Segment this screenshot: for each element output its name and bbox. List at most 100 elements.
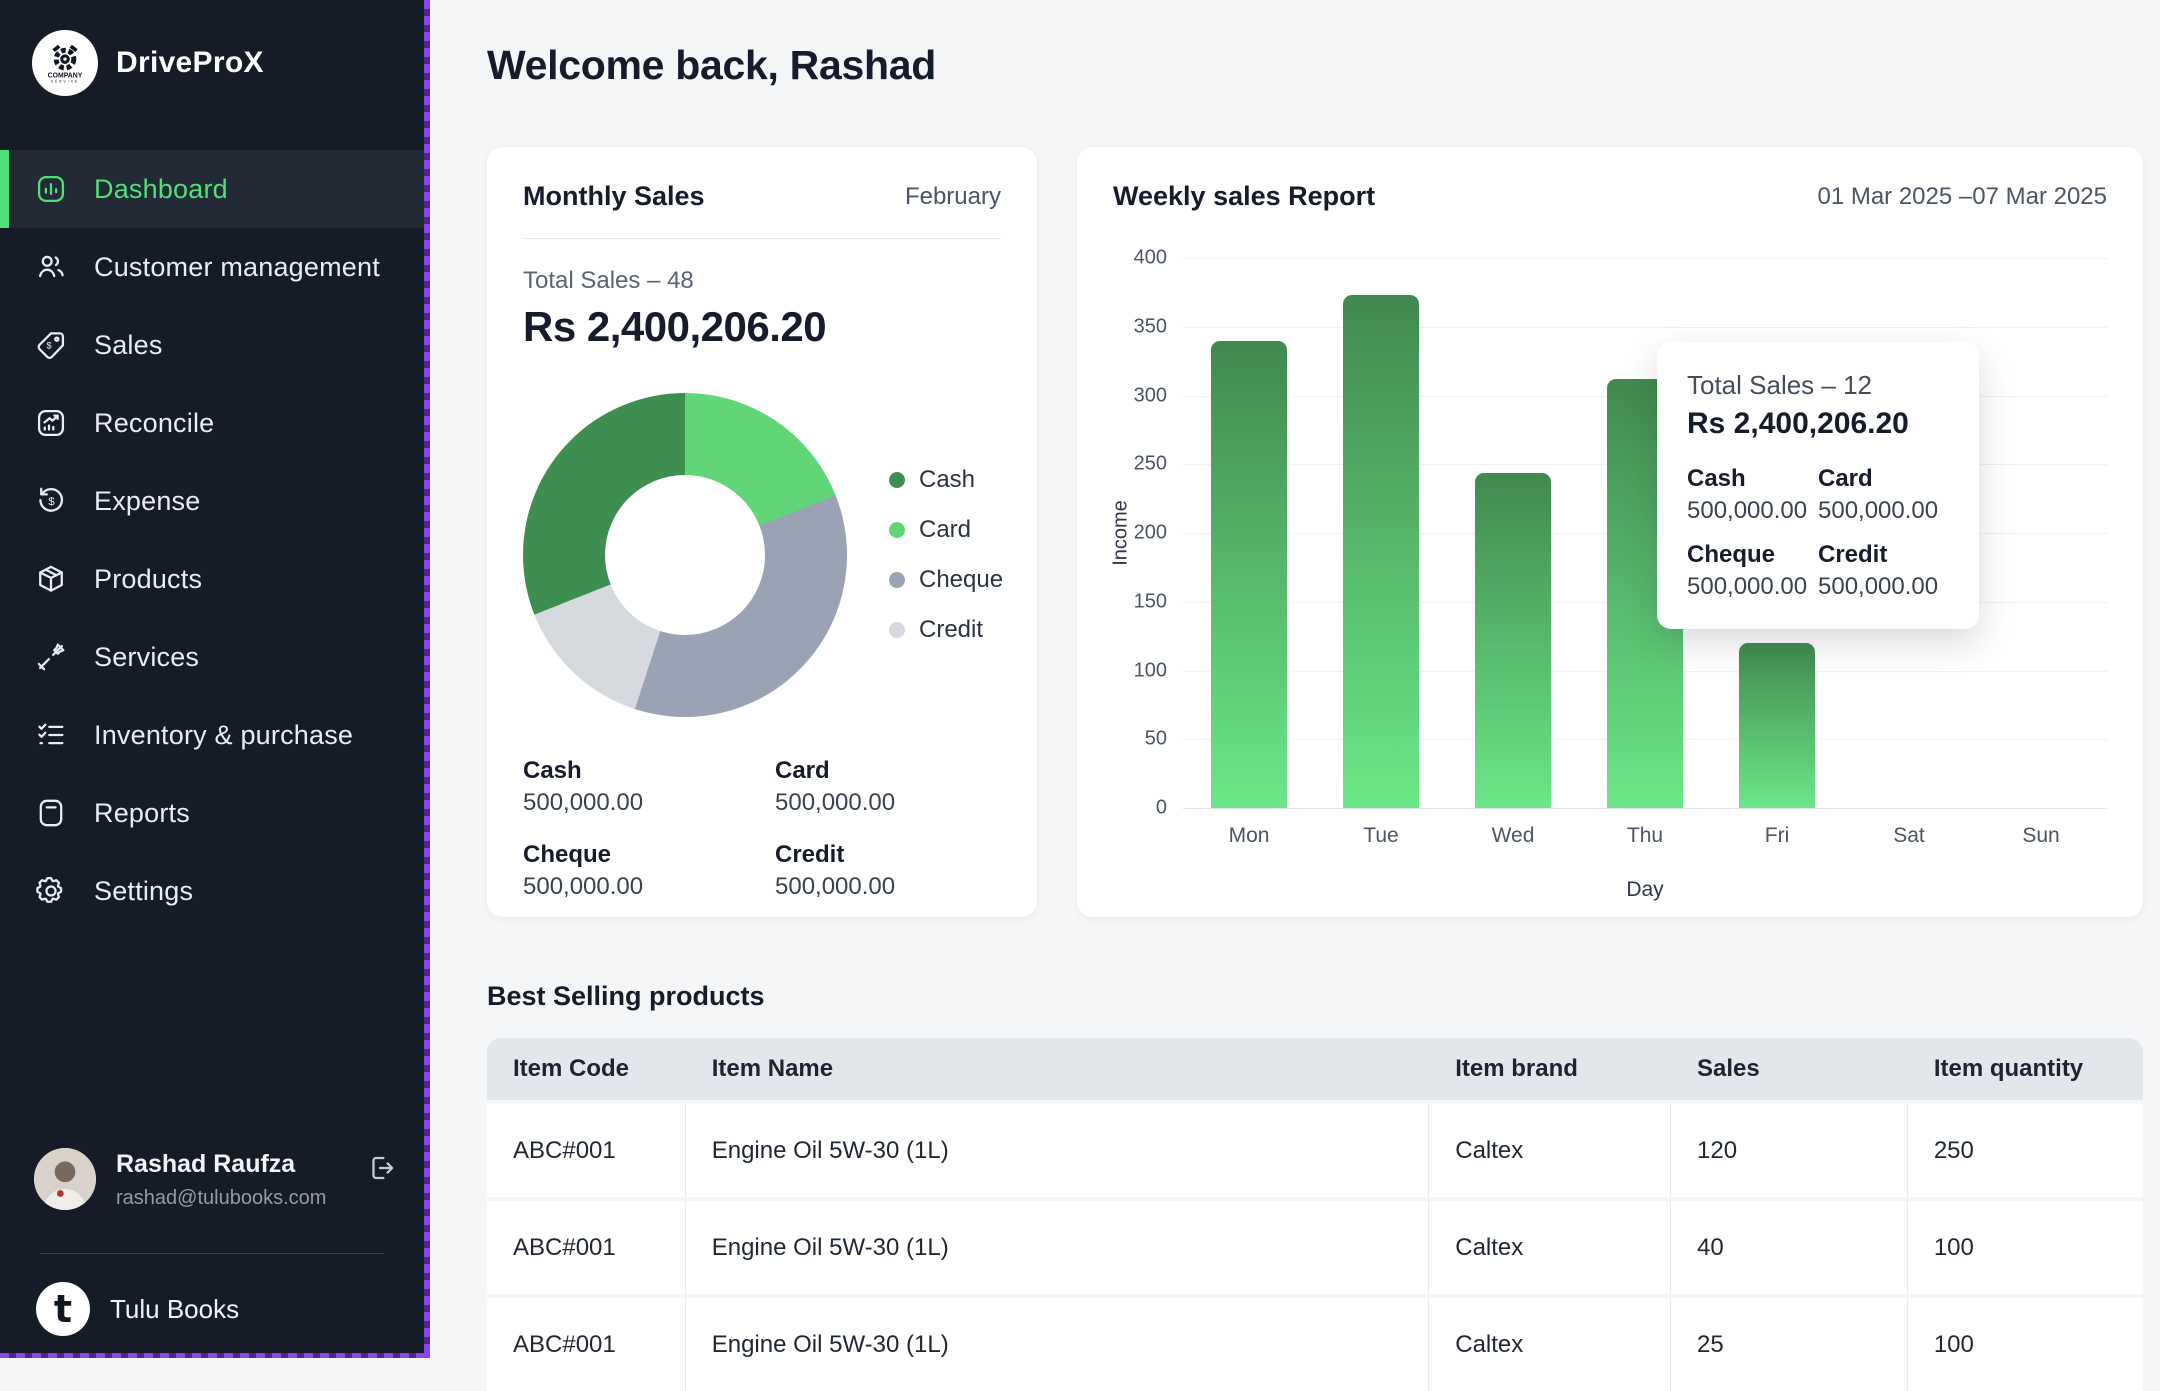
tooltip-value: 500,000.00 [1687, 573, 1818, 601]
table-cell: Caltex [1429, 1104, 1671, 1197]
legend-label: Credit [919, 616, 983, 644]
sidebar-item-dashboard[interactable]: Dashboard [0, 150, 424, 228]
y-tick-250: 250 [1134, 453, 1167, 476]
y-tick-350: 350 [1134, 315, 1167, 338]
user-info: Rashad Raufza rashad@tulubooks.com [116, 1148, 346, 1210]
sidebar-item-label: Services [94, 642, 199, 673]
legend-dot-icon [889, 522, 905, 538]
tooltip-title: Total Sales – 12 [1687, 370, 1949, 401]
tooltip-label: Credit [1818, 541, 1949, 569]
x-label-sun: Sun [2022, 824, 2059, 848]
bar-fri[interactable] [1739, 643, 1815, 808]
legend-item-credit: Credit [889, 616, 1003, 644]
breakdown-label: Cash [523, 757, 775, 785]
svg-text:SERVICE: SERVICE [51, 80, 79, 84]
settings-icon [34, 874, 68, 908]
breakdown-value: 500,000.00 [775, 873, 1001, 901]
y-tick-150: 150 [1134, 590, 1167, 613]
page-title: Welcome back, Rashad [487, 42, 2143, 89]
y-tick-400: 400 [1134, 247, 1167, 270]
legend-dot-icon [889, 472, 905, 488]
breakdown-label: Card [775, 757, 1001, 785]
bar-wed[interactable] [1475, 473, 1551, 809]
dashboard-cards: Monthly Sales February Total Sales – 48 … [487, 147, 2143, 917]
column-header-item-name: Item Name [686, 1038, 1430, 1100]
x-axis-title: Day [1183, 878, 2107, 902]
divider [523, 238, 1001, 239]
x-label-mon: Mon [1229, 824, 1270, 848]
gridline-0 [1183, 808, 2107, 809]
legend-label: Card [919, 516, 971, 544]
table-cell: ABC#001 [487, 1104, 686, 1197]
table-cell: ABC#001 [487, 1298, 686, 1391]
bar-mon[interactable] [1211, 341, 1287, 809]
table-cell: Engine Oil 5W-30 (1L) [686, 1201, 1430, 1294]
bar-tue[interactable] [1343, 295, 1419, 808]
sidebar-item-sales[interactable]: $Sales [0, 306, 424, 384]
sidebar-item-settings[interactable]: Settings [0, 852, 424, 930]
breakdown-label: Cheque [523, 841, 775, 869]
main-content: Welcome back, Rashad Monthly Sales Febru… [436, 0, 2160, 1358]
best-selling-title: Best Selling products [487, 981, 2143, 1012]
table-cell: ABC#001 [487, 1201, 686, 1294]
x-label-fri: Fri [1765, 824, 1790, 848]
reconcile-icon [34, 406, 68, 440]
table-cell: 25 [1671, 1298, 1908, 1391]
tooltip-cheque: Cheque 500,000.00 [1687, 541, 1818, 601]
sidebar-item-label: Reports [94, 798, 190, 829]
column-header-item-quantity: Item quantity [1908, 1038, 2143, 1100]
brand: COMPANY SERVICE DriveProX [32, 30, 264, 96]
sidebar-item-expense[interactable]: $Expense [0, 462, 424, 540]
breakdown-value: 500,000.00 [523, 789, 775, 817]
logout-icon[interactable] [366, 1152, 398, 1189]
tooltip-label: Card [1818, 465, 1949, 493]
tooltip-value: 500,000.00 [1687, 497, 1818, 525]
breakdown-cash: Cash 500,000.00 [523, 757, 775, 817]
legend-item-cheque: Cheque [889, 566, 1003, 594]
sidebar-item-label: Inventory & purchase [94, 720, 353, 751]
reports-icon [34, 796, 68, 830]
tooltip-label: Cheque [1687, 541, 1818, 569]
monthly-total-label: Total Sales – 48 [523, 267, 1001, 295]
monthly-sales-donut-chart [523, 393, 847, 717]
sidebar-item-inventory-purchase[interactable]: Inventory & purchase [0, 696, 424, 774]
monthly-sales-card: Monthly Sales February Total Sales – 48 … [487, 147, 1037, 917]
legend-dot-icon [889, 572, 905, 588]
tulu-books-logo-icon: t [36, 1282, 90, 1336]
column-header-sales: Sales [1671, 1038, 1908, 1100]
weekly-report-card: Weekly sales Report 01 Mar 2025 –07 Mar … [1077, 147, 2143, 917]
legend-item-cash: Cash [889, 466, 1003, 494]
sidebar-item-label: Sales [94, 330, 163, 361]
legend-item-card: Card [889, 516, 1003, 544]
sidebar-item-products[interactable]: Products [0, 540, 424, 618]
weekly-date-range: 01 Mar 2025 –07 Mar 2025 [1817, 183, 2107, 211]
sidebar-item-customer-management[interactable]: Customer management [0, 228, 424, 306]
footer-brand-label: Tulu Books [110, 1294, 239, 1325]
y-axis-label: Income [1110, 500, 1133, 566]
services-icon [34, 640, 68, 674]
sidebar-item-reports[interactable]: Reports [0, 774, 424, 852]
y-tick-100: 100 [1134, 659, 1167, 682]
table-cell: 40 [1671, 1201, 1908, 1294]
user-name: Rashad Raufza [116, 1150, 346, 1179]
tooltip-value: 500,000.00 [1818, 573, 1949, 601]
sidebar-item-reconcile[interactable]: Reconcile [0, 384, 424, 462]
monthly-sales-period: February [905, 183, 1001, 211]
donut-legend: Cash Card Cheque Credit [889, 466, 1003, 644]
sidebar-divider [40, 1253, 384, 1254]
sidebar-item-services[interactable]: Services [0, 618, 424, 696]
user-profile[interactable]: Rashad Raufza rashad@tulubooks.com [34, 1148, 398, 1210]
gridline-350 [1183, 327, 2107, 328]
